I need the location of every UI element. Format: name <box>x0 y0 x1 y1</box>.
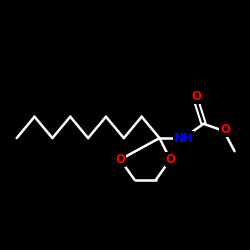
Text: O: O <box>192 90 202 104</box>
Text: O: O <box>115 153 125 166</box>
Text: O: O <box>165 153 175 166</box>
Text: O: O <box>220 123 230 136</box>
Text: NH: NH <box>174 132 193 144</box>
